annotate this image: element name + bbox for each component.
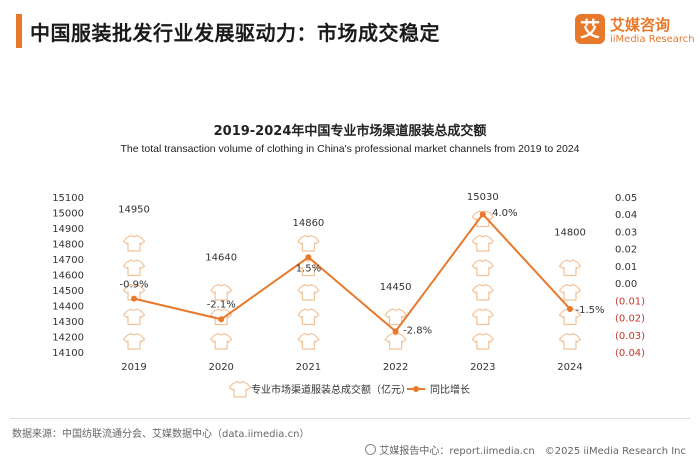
growth-point	[392, 328, 399, 335]
bar-series: 14950 14640 14860 14450 15030 14800	[118, 192, 586, 350]
growth-data-label: -0.9%	[119, 280, 148, 291]
y-left-tick-label: 15000	[52, 209, 84, 220]
title-accent-bar	[16, 14, 22, 48]
bar-value-label: 14640	[205, 252, 237, 263]
tshirt-icon	[122, 308, 146, 326]
y-left-tick-label: 14600	[52, 271, 84, 282]
growth-point	[218, 316, 225, 323]
tshirt-icon	[297, 283, 320, 301]
tshirt-icon	[471, 283, 494, 301]
tshirt-icon	[471, 259, 494, 277]
y-left-tick-label: 14700	[52, 255, 84, 266]
tshirt-icon	[122, 234, 146, 252]
tshirt-icon	[122, 259, 146, 277]
globe-icon	[365, 444, 377, 455]
y-left-tick-label: 14100	[52, 348, 84, 359]
chart-subtitle: The total transaction volume of clothing…	[120, 143, 580, 155]
bar-value-label: 15030	[467, 192, 499, 203]
bar-value-label: 14800	[554, 228, 586, 239]
y-right-tick-label: (0.04)	[615, 348, 645, 359]
y-left-tick-label: 14200	[52, 333, 84, 344]
growth-data-label: -2.1%	[207, 299, 236, 310]
tshirt-icon	[558, 259, 582, 277]
y-right-tick-label: 0.04	[615, 210, 637, 221]
brand-logo: 艾 艾媒咨询 iiMedia Research	[575, 12, 695, 54]
bar-value-label: 14450	[380, 282, 412, 293]
tshirt-icon	[297, 308, 320, 326]
legend-line-label: 同比增长	[430, 383, 470, 396]
growth-point	[305, 254, 312, 261]
tshirt-icon	[558, 283, 582, 301]
tshirt-icon	[297, 234, 320, 252]
bar-value-label: 14950	[118, 204, 150, 215]
bar-2021	[297, 234, 320, 350]
y-right-tick-label: 0.03	[615, 227, 637, 238]
growth-line	[133, 212, 571, 333]
y-left-tick-label: 15100	[52, 193, 84, 204]
legend-tshirt-icon	[228, 380, 252, 398]
chart-title: 2019-2024年中国专业市场渠道服装总成交额	[213, 124, 487, 139]
legend-line-marker	[413, 386, 419, 392]
y-left-tick-label: 14900	[52, 224, 84, 235]
y-right-tick-label: (0.03)	[615, 331, 645, 342]
x-tick-label: 2020	[208, 362, 233, 373]
x-tick-label: 2024	[557, 362, 582, 373]
y-left-tick-label: 14800	[52, 240, 84, 251]
tshirt-icon	[122, 332, 146, 350]
bar-value-label: 14860	[292, 218, 324, 229]
tshirt-icon	[210, 332, 233, 350]
y-right-tick-label: 0.00	[615, 279, 637, 290]
y-axis-right: 0.05 0.04 0.03 0.02 0.01 0.00 (0.01) (0.02) (0.0…	[615, 193, 645, 359]
y-left-tick-label: 14400	[52, 302, 84, 313]
tshirt-icon	[210, 283, 233, 301]
page-title: 中国服装批发行业发展驱动力：市场成交稳定	[30, 21, 440, 45]
growth-point	[567, 305, 573, 312]
logo-cn-text: 艾媒咨询	[610, 16, 671, 34]
x-axis: 2019 2020 2021 2022 2023 2024	[121, 362, 582, 373]
x-tick-label: 2022	[383, 362, 408, 373]
logo-mark: 艾	[575, 14, 605, 44]
x-tick-label: 2023	[470, 362, 495, 373]
y-right-tick-label: 0.05	[615, 193, 637, 204]
x-tick-label: 2019	[121, 362, 146, 373]
y-right-tick-label: (0.02)	[615, 314, 645, 325]
tshirt-icon	[471, 234, 494, 252]
y-right-tick-label: 0.01	[615, 262, 637, 273]
legend-bar-label: 专业市场渠道服装总成交额（亿元）	[251, 383, 411, 396]
legend: 专业市场渠道服装总成交额（亿元） 同比增长	[228, 380, 470, 398]
x-tick-label: 2021	[296, 362, 321, 373]
footer-divider	[10, 418, 690, 419]
y-left-tick-label: 14300	[52, 317, 84, 328]
y-left-tick-label: 14500	[52, 286, 84, 297]
footer-credit-text: 艾媒报告中心：report.iimedia.cn ©2025 iiMedia R…	[379, 446, 686, 457]
growth-point	[479, 211, 486, 218]
tshirt-icon	[558, 332, 582, 350]
bar-2019	[122, 234, 146, 350]
y-right-tick-label: 0.02	[615, 245, 637, 256]
tshirt-icon	[297, 332, 320, 350]
growth-data-label: -1.5%	[575, 305, 604, 316]
bar-2023	[471, 210, 494, 350]
growth-point	[131, 295, 137, 302]
growth-data-label: 1.5%	[296, 263, 321, 274]
growth-data-label: -2.8%	[403, 325, 432, 336]
growth-line-series: -0.9% -2.1% 1.5% -2.8% 4.0% -1.5%	[119, 208, 604, 336]
y-right-tick-label: (0.01)	[615, 296, 645, 307]
source-note: 数据来源：中国纺联流通分会、艾媒数据中心（data.iimedia.cn）	[12, 429, 310, 440]
growth-data-label: 4.0%	[492, 208, 517, 219]
logo-en-text: iiMedia Research	[610, 34, 695, 45]
tshirt-icon	[471, 332, 494, 350]
tshirt-icon	[471, 308, 494, 326]
y-axis-left: 15100 15000 14900 14800 14700 14600 14500 14400…	[52, 193, 84, 359]
